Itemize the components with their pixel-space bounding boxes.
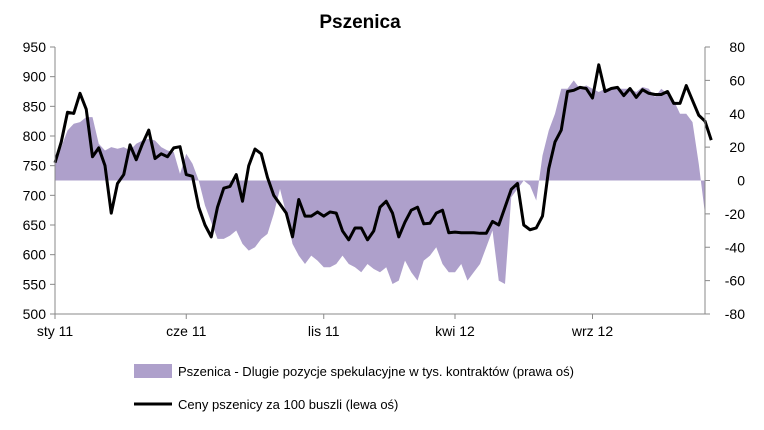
x-tick-label: sty 11 (37, 323, 74, 339)
left-tick-label: 500 (23, 306, 47, 322)
legend: Pszenica - Dlugie pozycje spekulacyjne w… (134, 364, 574, 412)
right-tick-label: -20 (725, 206, 745, 222)
price-line-layer (53, 63, 713, 242)
long-positions-area (55, 80, 705, 284)
right-tick-label: 80 (729, 39, 745, 55)
x-tick-label: lis 11 (308, 323, 340, 339)
right-tick-label: 0 (737, 173, 745, 189)
right-tick-label: 20 (729, 139, 745, 155)
left-tick-label: 550 (23, 276, 47, 292)
chart-title: Pszenica (319, 12, 401, 33)
right-tick-label: 40 (729, 106, 745, 122)
left-tick-label: 950 (23, 39, 47, 55)
right-tick-label: 60 (729, 72, 745, 88)
right-tick-label: -40 (725, 239, 745, 255)
legend-label-line: Ceny pszenicy za 100 buszli (lewa oś) (178, 397, 398, 412)
legend-swatch-area (134, 364, 172, 378)
price-line (53, 63, 713, 242)
left-tick-label: 900 (23, 69, 47, 85)
left-tick-label: 650 (23, 217, 47, 233)
right-tick-label: -60 (725, 273, 745, 289)
right-axis-ticks: -80 -60 -40 -20 0 20 40 60 80 (705, 39, 745, 322)
left-tick-label: 600 (23, 247, 47, 263)
left-tick-label: 850 (23, 98, 47, 114)
right-tick-label: -80 (725, 306, 745, 322)
long-positions-area-layer (55, 80, 705, 284)
x-axis-ticks: sty 11 cze 11 lis 11 kwi 12 wrz 12 (37, 314, 613, 339)
legend-label-area: Pszenica - Dlugie pozycje spekulacyjne w… (178, 364, 574, 379)
left-tick-label: 800 (23, 128, 47, 144)
left-tick-label: 750 (23, 158, 47, 174)
x-tick-label: wrz 12 (571, 323, 613, 339)
x-tick-label: cze 11 (166, 323, 206, 339)
left-axis-ticks: 500 550 600 650 700 750 800 850 900 950 (23, 39, 55, 322)
x-tick-label: kwi 12 (435, 323, 475, 339)
left-tick-label: 700 (23, 187, 47, 203)
